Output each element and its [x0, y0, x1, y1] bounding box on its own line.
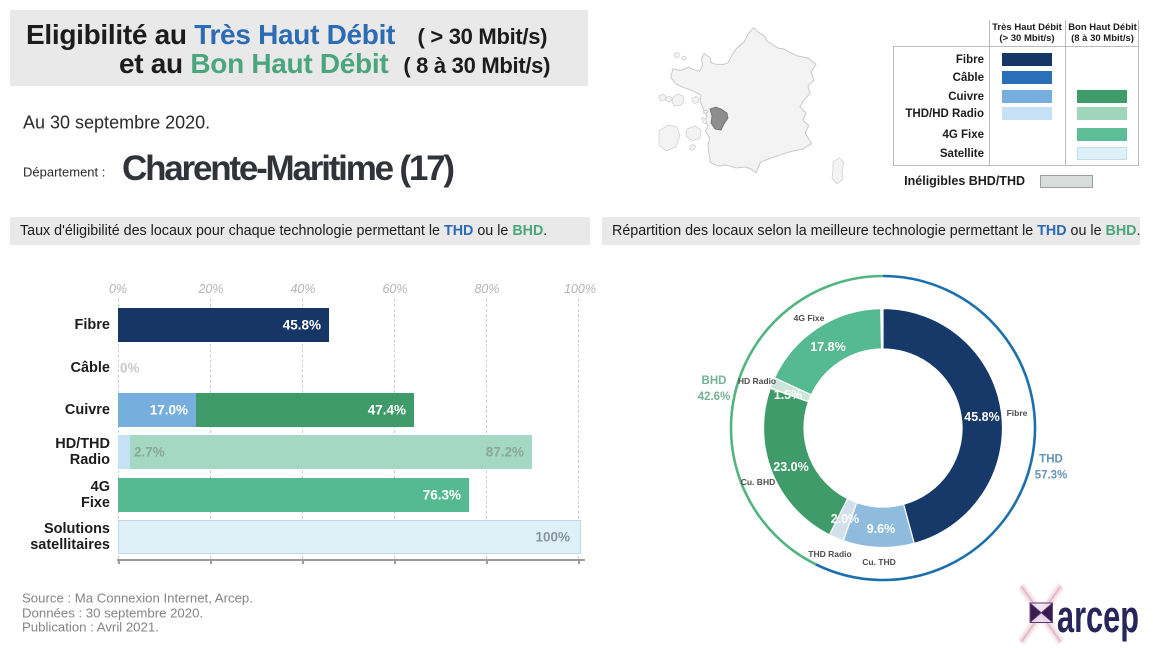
svg-text:arcep: arcep [1057, 591, 1139, 642]
